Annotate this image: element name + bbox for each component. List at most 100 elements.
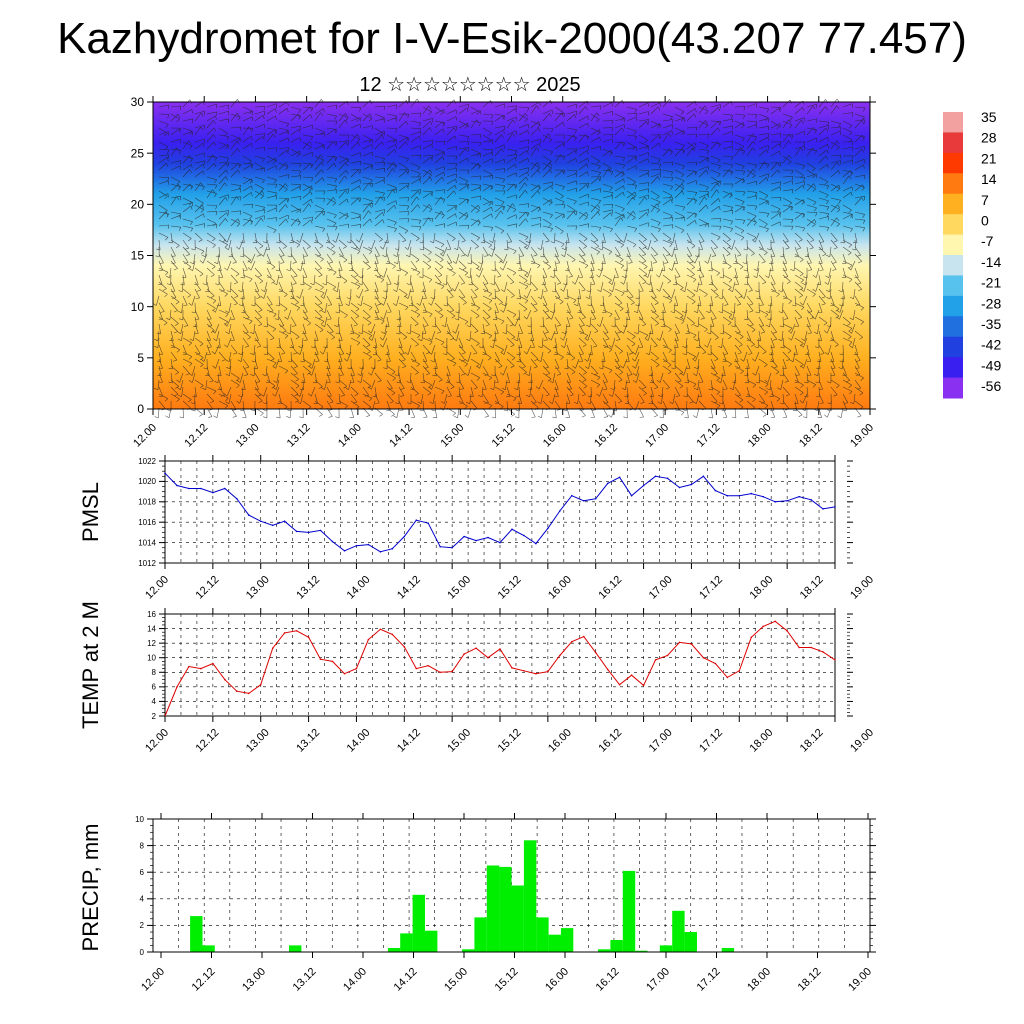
wind-barb <box>470 323 479 332</box>
wind-barb-flag <box>694 339 699 342</box>
wind-barb-flag <box>310 164 314 169</box>
wind-barb <box>266 225 277 231</box>
wind-barb-flag <box>200 202 204 207</box>
wind-barb <box>346 351 352 362</box>
wind-barb <box>722 225 733 229</box>
wind-barb-flag <box>392 377 396 381</box>
wind-barb <box>446 267 456 274</box>
wind-barb-flag <box>513 397 517 402</box>
wind-barb <box>218 161 230 164</box>
wind-barb <box>518 260 523 271</box>
wind-barb-flag <box>263 353 268 356</box>
wind-barb-flag <box>418 122 422 127</box>
wind-barb <box>698 288 708 295</box>
wind-barb-flag <box>432 325 437 328</box>
wind-barb <box>218 218 226 227</box>
wind-barb-flag <box>227 210 230 215</box>
wind-barb-flag <box>480 332 485 335</box>
wind-barb <box>710 330 719 338</box>
wind-barb <box>218 393 229 399</box>
wind-barb-flag <box>743 122 745 127</box>
wind-barb <box>398 330 408 338</box>
wind-barb <box>734 246 742 256</box>
wind-barb-flag <box>189 183 193 188</box>
wind-barb-flag <box>488 377 493 381</box>
wind-barb-flag <box>486 316 491 319</box>
wind-barb <box>242 260 248 271</box>
wind-barb-flag <box>752 175 756 179</box>
wind-barb <box>506 372 510 383</box>
wind-barb <box>686 351 696 357</box>
wind-barb-flag <box>833 240 838 243</box>
wind-barb-flag <box>225 373 230 377</box>
wind-barb-flag <box>744 283 748 286</box>
wind-barb <box>230 309 235 320</box>
wind-barb <box>254 246 261 256</box>
wind-barb <box>242 203 254 206</box>
wind-barb <box>302 191 311 199</box>
wind-barb-flag <box>848 328 853 332</box>
wind-barb <box>422 253 432 261</box>
wind-barb-flag <box>620 239 625 243</box>
wind-barb <box>506 214 517 220</box>
wind-barb <box>842 146 853 150</box>
wind-barb-flag <box>308 203 312 208</box>
wind-barb <box>470 110 481 115</box>
wind-barb <box>710 358 716 369</box>
wind-barb <box>662 161 673 164</box>
wind-barb-flag <box>429 313 433 318</box>
wind-barb <box>254 281 260 292</box>
wind-barb <box>446 221 457 227</box>
wind-barb-flag <box>779 186 781 191</box>
wind-barb-flag <box>475 266 480 270</box>
wind-barb <box>314 239 324 247</box>
wind-barb <box>230 169 239 178</box>
wind-barb-flag <box>258 309 263 313</box>
wind-barb <box>638 309 644 320</box>
wind-barb <box>182 205 192 213</box>
wind-barb <box>494 358 503 367</box>
wind-barb-flag <box>827 136 829 141</box>
wind-barb <box>302 295 305 306</box>
wind-barb <box>470 267 472 279</box>
wind-barb-flag <box>491 213 493 218</box>
wind-barb <box>182 246 191 255</box>
wind-barb-flag <box>224 133 228 137</box>
wind-barb <box>434 253 444 260</box>
wind-barb-flag <box>689 401 694 404</box>
wind-barb <box>734 365 744 372</box>
wind-barb <box>326 323 334 332</box>
wind-barb-flag <box>225 310 229 314</box>
wind-barb <box>458 379 465 389</box>
wind-barb-flag <box>704 196 708 201</box>
wind-barb <box>422 140 433 143</box>
wind-barb-flag <box>178 290 183 293</box>
wind-barb <box>758 379 769 385</box>
wind-barb <box>470 232 480 239</box>
wind-barb-flag <box>322 228 325 232</box>
wind-barb-flag <box>344 216 349 220</box>
wind-barb <box>506 116 517 122</box>
wind-barb-flag <box>345 117 349 121</box>
wind-barb <box>590 197 601 201</box>
wind-barb-flag <box>224 182 228 187</box>
wind-barb-flag <box>214 184 218 189</box>
wind-barb <box>530 105 537 115</box>
wind-barb-flag <box>849 345 853 348</box>
wind-barb <box>614 217 621 227</box>
wind-barb-flag <box>419 112 422 117</box>
wind-barb <box>842 159 853 164</box>
wind-barb-flag <box>502 205 505 210</box>
wind-barb <box>506 267 517 273</box>
wind-barb <box>758 246 768 253</box>
wind-barb-flag <box>306 246 311 249</box>
wind-barb <box>710 386 720 393</box>
wind-barb <box>206 115 216 122</box>
wind-barb-flag <box>753 275 757 279</box>
wind-barb <box>179 372 184 383</box>
wind-barb-flag <box>380 316 384 320</box>
wind-barb <box>577 295 580 306</box>
wind-barb <box>194 204 204 210</box>
wind-barb-flag <box>217 375 222 377</box>
wind-barb <box>226 232 232 243</box>
